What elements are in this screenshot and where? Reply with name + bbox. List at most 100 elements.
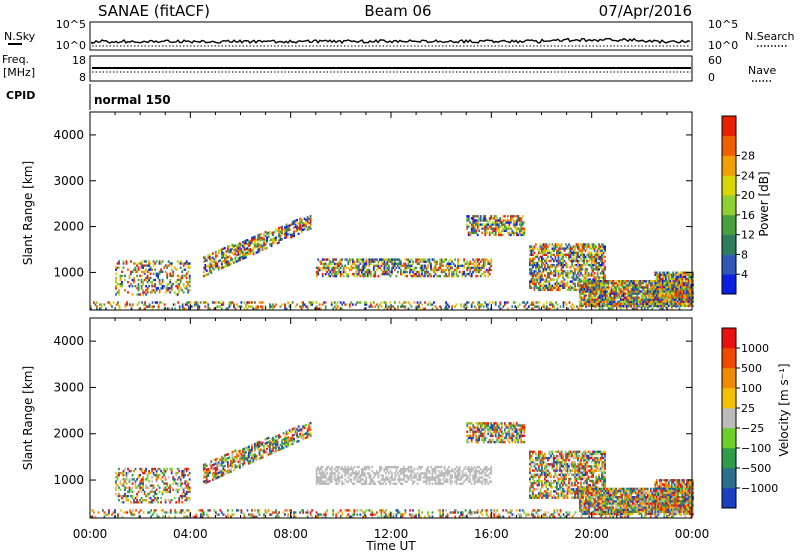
data-cell bbox=[182, 262, 185, 265]
data-cell bbox=[410, 258, 413, 261]
data-cell bbox=[633, 284, 636, 287]
data-cell bbox=[303, 223, 306, 227]
data-cell bbox=[583, 274, 585, 277]
data-cell bbox=[233, 513, 235, 516]
data-cell bbox=[499, 219, 502, 222]
data-cell bbox=[207, 305, 210, 308]
data-cell bbox=[649, 282, 652, 285]
data-cell bbox=[151, 301, 154, 304]
data-cell bbox=[245, 241, 247, 245]
data-cell bbox=[470, 229, 473, 232]
data-cell bbox=[290, 509, 292, 512]
data-cell bbox=[533, 286, 536, 289]
data-cell bbox=[600, 292, 602, 295]
data-cell bbox=[379, 303, 381, 306]
data-cell bbox=[412, 268, 414, 272]
data-cell bbox=[139, 262, 141, 265]
data-cell bbox=[633, 296, 636, 299]
data-cell bbox=[550, 259, 552, 263]
data-cell bbox=[547, 511, 550, 514]
data-cell bbox=[573, 513, 575, 516]
data-cell bbox=[222, 459, 225, 462]
data-cell bbox=[478, 225, 481, 228]
data-cell bbox=[680, 285, 682, 289]
data-cell bbox=[484, 270, 487, 274]
data-cell bbox=[146, 486, 149, 489]
data-cell bbox=[472, 217, 475, 220]
data-cell bbox=[227, 469, 229, 472]
data-cell bbox=[604, 280, 607, 283]
data-cell bbox=[357, 301, 360, 304]
data-cell bbox=[419, 301, 422, 304]
data-cell bbox=[142, 482, 144, 485]
data-cell bbox=[442, 260, 444, 263]
data-cell bbox=[574, 268, 576, 271]
data-cell bbox=[118, 494, 120, 498]
data-cell bbox=[155, 478, 158, 481]
data-cell bbox=[537, 301, 539, 304]
data-cell bbox=[646, 290, 649, 293]
data-cell bbox=[243, 242, 246, 245]
data-cell bbox=[580, 284, 583, 287]
data-cell bbox=[300, 227, 303, 230]
data-cell bbox=[362, 258, 365, 261]
data-cell bbox=[357, 264, 360, 267]
data-cell bbox=[220, 472, 223, 475]
data-cell bbox=[651, 280, 654, 283]
data-cell bbox=[530, 270, 533, 273]
data-cell bbox=[222, 247, 225, 250]
data-cell bbox=[234, 464, 237, 467]
data-cell bbox=[90, 515, 92, 518]
data-cell bbox=[216, 457, 219, 461]
data-cell bbox=[589, 263, 591, 267]
data-cell bbox=[680, 300, 682, 303]
data-cell bbox=[117, 303, 119, 306]
data-cell bbox=[133, 268, 135, 271]
data-cell bbox=[131, 285, 134, 288]
data-cell bbox=[470, 227, 473, 230]
data-cell bbox=[676, 275, 679, 278]
data-cell bbox=[108, 511, 110, 514]
data-cell bbox=[186, 515, 189, 518]
data-cell bbox=[592, 288, 595, 291]
data-cell bbox=[342, 270, 345, 274]
data-cell bbox=[595, 300, 598, 303]
data-cell bbox=[440, 268, 443, 272]
data-cell bbox=[604, 268, 606, 271]
data-cell bbox=[404, 268, 407, 272]
data-cell bbox=[634, 300, 637, 303]
data-cell bbox=[184, 467, 187, 471]
data-cell bbox=[569, 284, 572, 287]
data-cell bbox=[166, 276, 169, 280]
data-cell bbox=[557, 259, 560, 263]
data-cell bbox=[568, 286, 570, 289]
data-cell bbox=[173, 478, 176, 481]
data-cell bbox=[624, 296, 627, 299]
data-cell bbox=[356, 513, 359, 516]
data-cell bbox=[136, 494, 138, 498]
data-cell bbox=[592, 274, 594, 277]
data-cell bbox=[580, 513, 583, 516]
data-cell bbox=[678, 296, 681, 299]
data-cell bbox=[591, 290, 593, 293]
data-cell bbox=[487, 262, 490, 265]
data-cell bbox=[575, 253, 578, 256]
data-cell bbox=[239, 246, 241, 249]
data-cell bbox=[369, 262, 372, 265]
data-cell bbox=[464, 262, 467, 265]
data-cell bbox=[245, 252, 247, 255]
data-cell bbox=[643, 290, 646, 293]
data-cell bbox=[178, 476, 181, 479]
data-cell bbox=[663, 273, 666, 276]
data-cell bbox=[541, 284, 543, 287]
data-cell bbox=[181, 270, 184, 273]
data-cell bbox=[260, 237, 262, 240]
data-cell bbox=[499, 515, 502, 518]
data-cell bbox=[263, 233, 265, 236]
data-cell bbox=[676, 302, 679, 305]
data-cell bbox=[332, 274, 335, 278]
data-cell bbox=[284, 509, 286, 512]
data-cell bbox=[114, 511, 116, 514]
data-cell bbox=[479, 511, 482, 514]
data-cell bbox=[544, 249, 546, 252]
